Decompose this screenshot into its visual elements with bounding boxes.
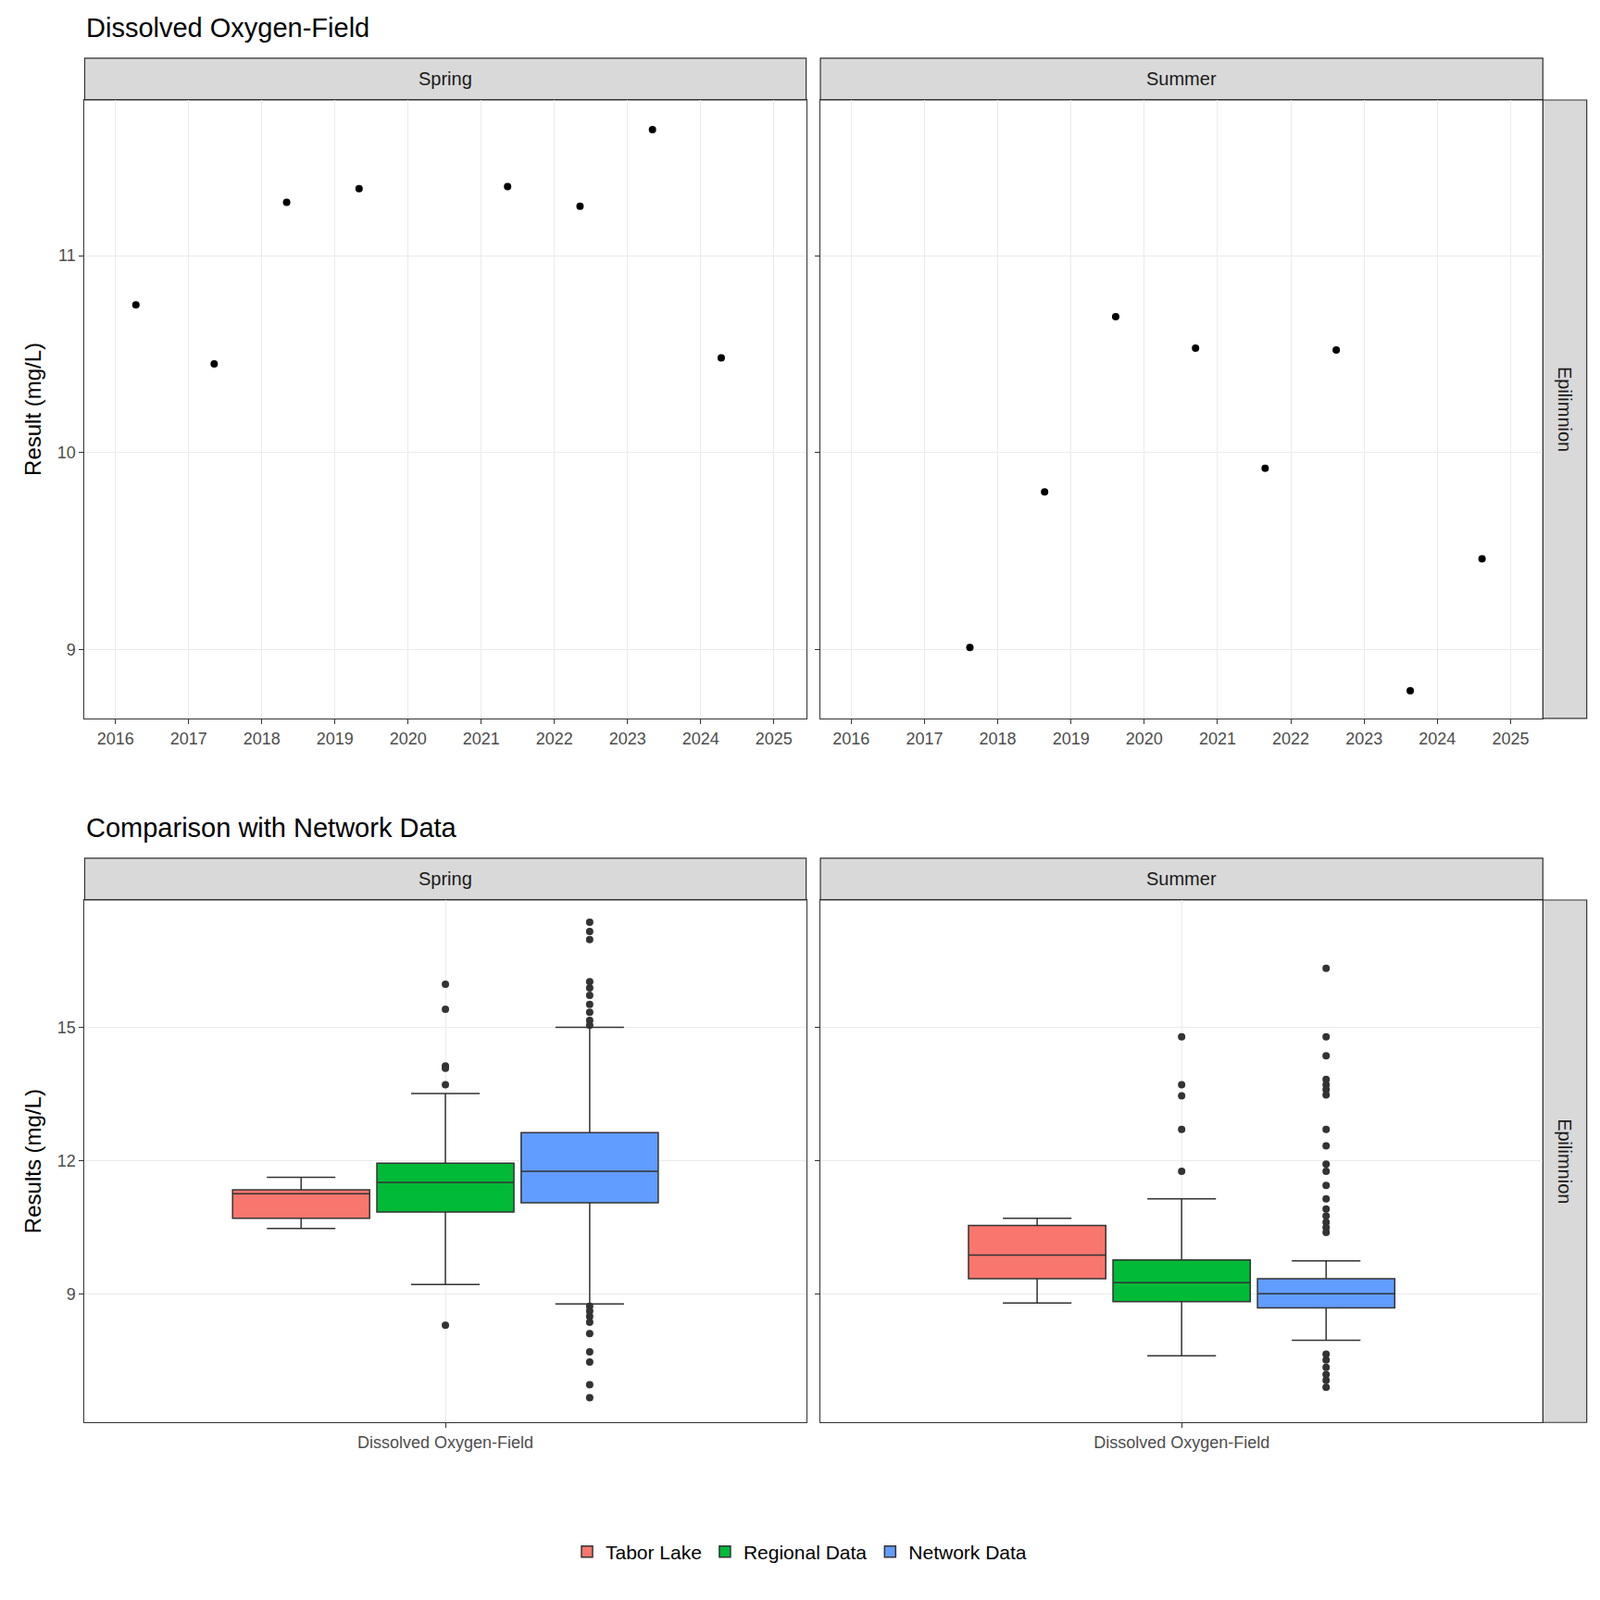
svg-text:Network Data: Network Data xyxy=(908,1541,1027,1563)
svg-text:12: 12 xyxy=(57,1151,76,1171)
svg-text:2023: 2023 xyxy=(1345,729,1383,749)
svg-text:9: 9 xyxy=(66,640,76,660)
svg-text:2024: 2024 xyxy=(1418,729,1456,749)
svg-text:Dissolved Oxygen-Field: Dissolved Oxygen-Field xyxy=(357,1433,534,1452)
svg-text:Regional Data: Regional Data xyxy=(743,1541,867,1563)
svg-text:11: 11 xyxy=(58,246,76,265)
svg-text:2025: 2025 xyxy=(755,729,793,749)
svg-text:Tabor Lake: Tabor Lake xyxy=(605,1541,702,1563)
svg-text:Summer: Summer xyxy=(1146,868,1217,889)
svg-text:Dissolved Oxygen-Field: Dissolved Oxygen-Field xyxy=(86,12,370,43)
svg-text:2024: 2024 xyxy=(682,729,720,749)
svg-text:2018: 2018 xyxy=(243,729,281,749)
svg-text:Comparison with Network Data: Comparison with Network Data xyxy=(86,812,458,843)
svg-text:Results (mg/L): Results (mg/L) xyxy=(20,1088,46,1234)
svg-text:2016: 2016 xyxy=(97,729,135,749)
svg-text:Spring: Spring xyxy=(418,68,473,89)
svg-text:2016: 2016 xyxy=(832,729,870,749)
svg-text:2022: 2022 xyxy=(536,729,574,749)
svg-text:2022: 2022 xyxy=(1272,729,1310,749)
svg-text:Dissolved Oxygen-Field: Dissolved Oxygen-Field xyxy=(1093,1433,1270,1452)
svg-text:Result (mg/L): Result (mg/L) xyxy=(20,342,46,476)
svg-text:Epilimnion: Epilimnion xyxy=(1554,366,1575,452)
svg-text:2019: 2019 xyxy=(316,729,354,749)
svg-text:2017: 2017 xyxy=(170,729,208,749)
svg-text:Epilimnion: Epilimnion xyxy=(1554,1118,1575,1204)
svg-text:Spring: Spring xyxy=(418,868,473,889)
svg-text:Summer: Summer xyxy=(1146,68,1217,89)
svg-text:2020: 2020 xyxy=(389,729,427,749)
svg-text:2019: 2019 xyxy=(1052,729,1090,749)
svg-text:9: 9 xyxy=(66,1285,76,1304)
svg-text:2021: 2021 xyxy=(462,729,500,749)
svg-text:2025: 2025 xyxy=(1491,729,1529,749)
svg-text:15: 15 xyxy=(57,1018,76,1038)
svg-text:10: 10 xyxy=(57,443,76,463)
svg-text:2020: 2020 xyxy=(1125,729,1163,749)
svg-text:2021: 2021 xyxy=(1199,729,1237,749)
svg-text:2023: 2023 xyxy=(609,729,647,749)
svg-text:2017: 2017 xyxy=(905,729,943,749)
svg-text:2018: 2018 xyxy=(979,729,1017,749)
